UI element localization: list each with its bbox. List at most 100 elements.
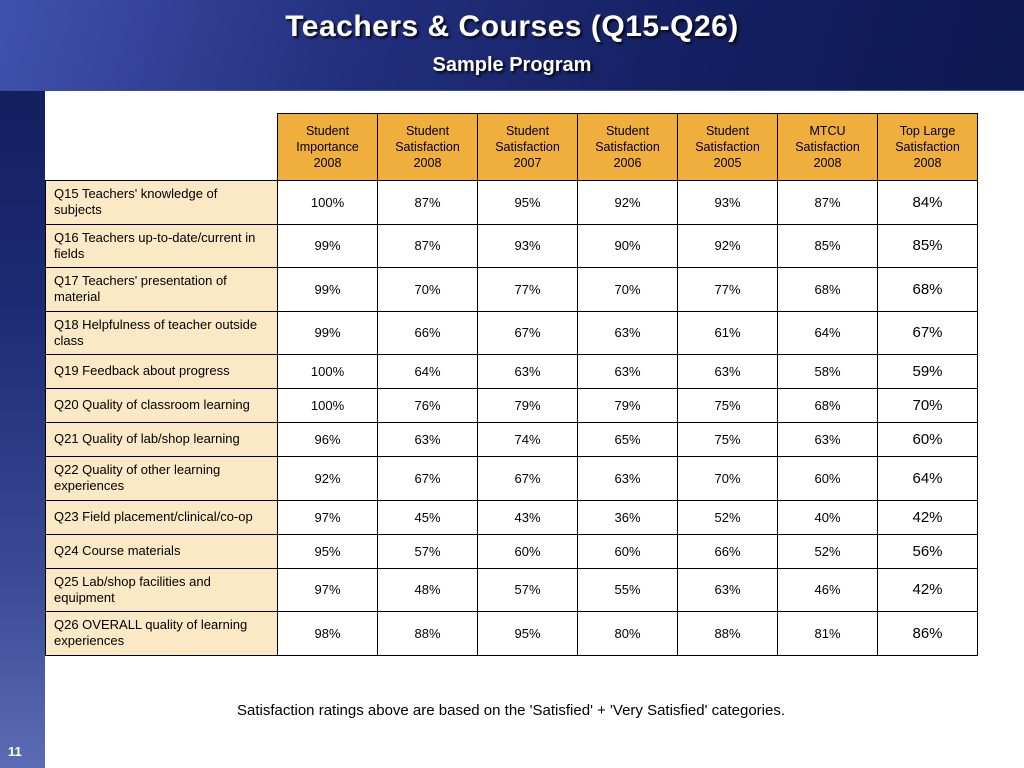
value-cell: 64% bbox=[377, 354, 478, 389]
value-cell: 43% bbox=[477, 499, 578, 535]
value-cell: 67% bbox=[477, 456, 578, 501]
value-cell: 63% bbox=[677, 354, 778, 389]
value-cell: 63% bbox=[477, 354, 578, 389]
value-cell: 59% bbox=[877, 354, 978, 389]
row-label: Q25 Lab/shop facilities and equipment bbox=[45, 567, 278, 612]
value-cell: 42% bbox=[877, 567, 978, 612]
value-cell: 67% bbox=[377, 456, 478, 501]
row-label: Q22 Quality of other learning experience… bbox=[45, 456, 278, 501]
value-cell: 68% bbox=[777, 388, 878, 423]
value-cell: 70% bbox=[377, 267, 478, 312]
value-cell: 93% bbox=[677, 180, 778, 225]
value-cell: 92% bbox=[677, 223, 778, 268]
value-cell: 75% bbox=[677, 422, 778, 457]
table-row: Q20 Quality of classroom learning 100% 76%… bbox=[45, 388, 978, 423]
table-row: Q19 Feedback about progress 100% 64% 63% 63%… bbox=[45, 354, 978, 389]
value-cell: 92% bbox=[277, 456, 378, 501]
table-row: Q23 Field placement/clinical/co-op 97% 45%… bbox=[45, 499, 978, 535]
value-cell: 95% bbox=[477, 611, 578, 656]
value-cell: 98% bbox=[277, 611, 378, 656]
value-cell: 88% bbox=[677, 611, 778, 656]
row-label: Q26 OVERALL quality of learning experien… bbox=[45, 611, 278, 656]
table-row: Q24 Course materials 95% 57% 60% 60% 66% 52% 56… bbox=[45, 533, 978, 569]
value-cell: 85% bbox=[877, 223, 978, 268]
value-cell: 88% bbox=[377, 611, 478, 656]
value-cell: 97% bbox=[277, 499, 378, 535]
value-cell: 81% bbox=[777, 611, 878, 656]
column-header: Top Large Satisfaction 2008 bbox=[877, 113, 978, 181]
left-accent-strip bbox=[0, 0, 45, 768]
value-cell: 64% bbox=[777, 310, 878, 355]
value-cell: 63% bbox=[677, 567, 778, 612]
value-cell: 68% bbox=[777, 267, 878, 312]
ratings-table: Student Importance 2008 Student Satisfact… bbox=[45, 113, 978, 656]
value-cell: 40% bbox=[777, 499, 878, 535]
column-header: MTCU Satisfaction 2008 bbox=[777, 113, 878, 181]
ratings-table-container: Student Importance 2008 Student Satisfact… bbox=[45, 113, 978, 656]
table-row: Q16 Teachers up-to-date/current in field… bbox=[45, 223, 978, 268]
value-cell: 57% bbox=[477, 567, 578, 612]
value-cell: 100% bbox=[277, 180, 378, 225]
value-cell: 76% bbox=[377, 388, 478, 423]
value-cell: 85% bbox=[777, 223, 878, 268]
corner-cell bbox=[46, 114, 278, 181]
table-row: Q26 OVERALL quality of learning experien… bbox=[45, 611, 978, 656]
value-cell: 45% bbox=[377, 499, 478, 535]
value-cell: 99% bbox=[277, 223, 378, 268]
row-label: Q19 Feedback about progress bbox=[45, 354, 278, 389]
table-header-row: Student Importance 2008 Student Satisfact… bbox=[46, 113, 978, 181]
value-cell: 60% bbox=[577, 533, 678, 569]
value-cell: 63% bbox=[777, 422, 878, 457]
value-cell: 60% bbox=[477, 533, 578, 569]
value-cell: 61% bbox=[677, 310, 778, 355]
footnote: Satisfaction ratings above are based on … bbox=[236, 702, 786, 719]
header-band bbox=[0, 0, 1024, 91]
page-number: 11 bbox=[8, 744, 22, 759]
value-cell: 48% bbox=[377, 567, 478, 612]
row-label: Q23 Field placement/clinical/co-op bbox=[45, 499, 278, 535]
table-row: Q17 Teachers' presentation of material 99… bbox=[45, 267, 978, 312]
value-cell: 63% bbox=[577, 310, 678, 355]
value-cell: 46% bbox=[777, 567, 878, 612]
value-cell: 87% bbox=[777, 180, 878, 225]
value-cell: 90% bbox=[577, 223, 678, 268]
value-cell: 66% bbox=[377, 310, 478, 355]
value-cell: 68% bbox=[877, 267, 978, 312]
value-cell: 87% bbox=[377, 223, 478, 268]
value-cell: 63% bbox=[577, 354, 678, 389]
value-cell: 60% bbox=[877, 422, 978, 457]
value-cell: 99% bbox=[277, 310, 378, 355]
column-header: Student Satisfaction 2006 bbox=[577, 113, 678, 181]
value-cell: 63% bbox=[577, 456, 678, 501]
value-cell: 95% bbox=[477, 180, 578, 225]
value-cell: 42% bbox=[877, 499, 978, 535]
value-cell: 67% bbox=[477, 310, 578, 355]
value-cell: 56% bbox=[877, 533, 978, 569]
value-cell: 65% bbox=[577, 422, 678, 457]
value-cell: 79% bbox=[577, 388, 678, 423]
table-row: Q18 Helpfulness of teacher outside class… bbox=[45, 310, 978, 355]
value-cell: 77% bbox=[677, 267, 778, 312]
value-cell: 70% bbox=[577, 267, 678, 312]
value-cell: 57% bbox=[377, 533, 478, 569]
value-cell: 52% bbox=[677, 499, 778, 535]
value-cell: 63% bbox=[377, 422, 478, 457]
value-cell: 87% bbox=[377, 180, 478, 225]
value-cell: 95% bbox=[277, 533, 378, 569]
value-cell: 64% bbox=[877, 456, 978, 501]
table-row: Q15 Teachers' knowledge of subjects 100% 8… bbox=[45, 180, 978, 225]
value-cell: 74% bbox=[477, 422, 578, 457]
column-header: Student Satisfaction 2007 bbox=[477, 113, 578, 181]
row-label: Q17 Teachers' presentation of material bbox=[45, 267, 278, 312]
value-cell: 55% bbox=[577, 567, 678, 612]
value-cell: 100% bbox=[277, 354, 378, 389]
row-label: Q18 Helpfulness of teacher outside class bbox=[45, 310, 278, 355]
column-header: Student Satisfaction 2005 bbox=[677, 113, 778, 181]
value-cell: 60% bbox=[777, 456, 878, 501]
page-subtitle: Sample Program bbox=[432, 54, 592, 76]
value-cell: 97% bbox=[277, 567, 378, 612]
value-cell: 99% bbox=[277, 267, 378, 312]
value-cell: 80% bbox=[577, 611, 678, 656]
value-cell: 96% bbox=[277, 422, 378, 457]
